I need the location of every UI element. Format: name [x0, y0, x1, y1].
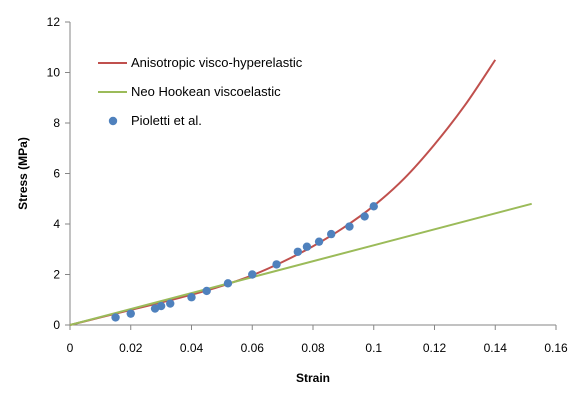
legend-label: Pioletti et al. [131, 113, 202, 128]
y-tick-label: 2 [53, 268, 60, 282]
plot-area [69, 59, 532, 326]
y-tick-label: 10 [47, 66, 61, 80]
x-tick-label: 0.12 [423, 341, 447, 355]
data-point [314, 237, 324, 246]
series-line-1 [69, 202, 532, 326]
y-tick-label: 4 [53, 217, 60, 231]
y-tick-label: 12 [47, 15, 61, 29]
x-tick-label: 0.06 [241, 341, 265, 355]
x-tick-label: 0 [67, 341, 74, 355]
x-tick-label: 0.1 [365, 341, 382, 355]
x-ticks: 0 0.02 0.04 0.06 0.08 0.1 0.12 0.14 0.16 [67, 325, 568, 355]
x-tick-label: 0.02 [119, 341, 143, 355]
data-point [345, 222, 354, 231]
data-point [111, 313, 120, 322]
legend-label: Neo Hookean viscoelastic [131, 84, 281, 99]
y-tick-label: 0 [53, 318, 60, 332]
x-axis-title: Strain [296, 371, 330, 385]
data-point [272, 260, 281, 269]
data-point [187, 293, 196, 302]
data-point [369, 202, 378, 211]
data-point [293, 247, 303, 256]
y-ticks: 0 2 4 6 8 10 12 [47, 15, 70, 332]
data-point [202, 286, 211, 296]
data-point [126, 309, 135, 318]
y-tick-label: 8 [53, 116, 60, 130]
x-tick-label: 0.08 [301, 341, 325, 355]
y-tick-label: 6 [53, 167, 60, 181]
series-line-0 [69, 59, 497, 326]
x-tick-label: 0.04 [180, 341, 204, 355]
data-point [360, 212, 369, 221]
data-point [166, 299, 175, 308]
legend-swatch-marker [108, 116, 118, 126]
data-point [248, 270, 257, 279]
legend-label: Anisotropic visco-hyperelastic [131, 55, 303, 70]
data-point [223, 279, 233, 288]
data-point [302, 242, 312, 251]
y-axis-title: Stress (MPa) [16, 137, 30, 210]
data-point [156, 301, 166, 311]
x-tick-label: 0.16 [544, 341, 568, 355]
legend: Anisotropic visco-hyperelastic Neo Hookea… [98, 55, 303, 128]
x-tick-label: 0.14 [484, 341, 508, 355]
data-point [327, 229, 336, 239]
